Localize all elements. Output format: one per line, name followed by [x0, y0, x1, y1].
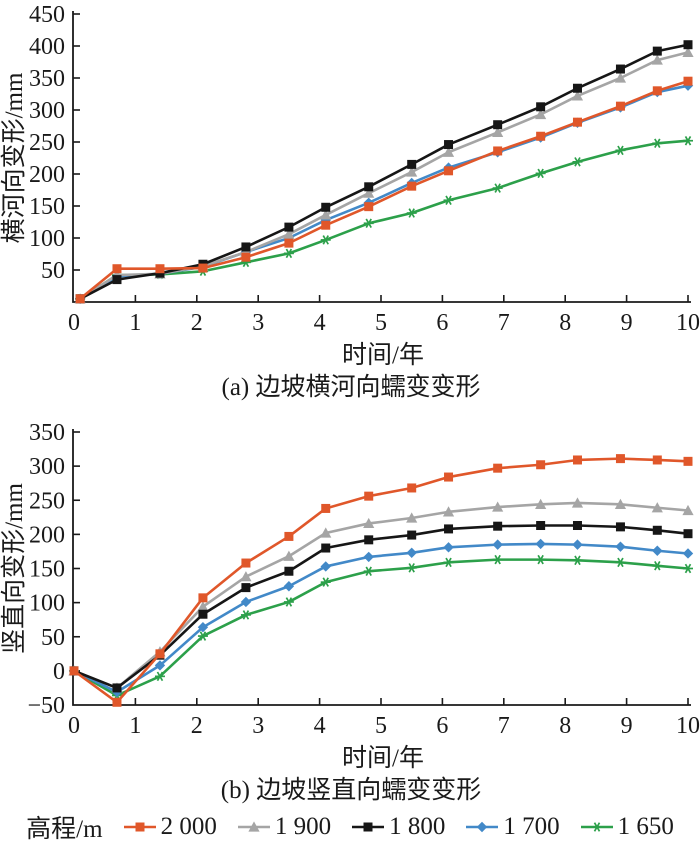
series-line	[73, 542, 689, 694]
legend-label: 1 700	[503, 813, 560, 840]
series-line	[73, 558, 689, 697]
y-tick-label: 250	[29, 130, 65, 156]
x-tick-label: 9	[621, 310, 633, 336]
x-tick-label: 3	[252, 713, 264, 739]
legend-item-1900: 1 900	[237, 813, 331, 841]
series-line	[79, 79, 689, 300]
chart-caption: (a) 边坡横河向蠕变变形	[222, 373, 481, 401]
x-tick-label: 9	[621, 713, 633, 739]
legend-label: 1 650	[617, 813, 674, 840]
series-1900	[68, 497, 694, 693]
series-line	[73, 457, 689, 704]
series-1650	[69, 554, 693, 701]
series-2000	[69, 454, 693, 707]
legend-marker-star-icon	[580, 822, 613, 832]
y-tick-label: 0	[53, 659, 65, 685]
legend-title: 高程/m	[26, 816, 103, 843]
y-tick-label: 150	[29, 194, 65, 220]
legend-label: 1 800	[389, 813, 446, 840]
y-tick-label: 100	[29, 591, 65, 617]
legend-marker-square-icon	[123, 822, 156, 832]
series-line	[73, 524, 689, 690]
y-axis-title: 竖直向变形/mm	[0, 483, 28, 654]
legend-marker-triangle-icon	[237, 821, 270, 832]
series-line	[79, 43, 689, 300]
x-tick-label: 6	[436, 310, 448, 336]
x-tick-label: 4	[314, 310, 326, 336]
y-tick-label: 450	[29, 2, 65, 28]
y-tick-label: 350	[29, 420, 65, 446]
legend-item-1700: 1 700	[465, 813, 560, 841]
y-tick-label: 200	[29, 162, 65, 188]
x-tick-label: 10	[676, 310, 700, 336]
legend-item-1650: 1 650	[580, 813, 674, 841]
x-tick-label: 10	[676, 713, 700, 739]
series-1800	[75, 40, 693, 304]
y-tick-label: 200	[29, 522, 65, 548]
y-tick-label: −50	[27, 693, 65, 719]
x-axis-title: 时间/年	[342, 341, 424, 369]
y-axis-title: 横河向变形/mm	[0, 72, 28, 243]
series-line	[79, 84, 689, 300]
x-tick-label: 4	[314, 713, 326, 739]
y-tick-label: 400	[29, 34, 65, 60]
series-line	[73, 501, 689, 690]
y-tick-label: 50	[41, 258, 65, 284]
x-tick-label: 3	[252, 310, 264, 336]
series-1900	[74, 46, 694, 304]
chart-a-transverse-creep: 50 100 150 200 250 300 350 400 450 0 1 2 3 4 5 6 7 8 9 10 横河…	[0, 2, 700, 401]
x-tick-label: 7	[498, 310, 510, 336]
x-axis-title: 时间/年	[342, 744, 424, 772]
y-tick-label: 300	[29, 454, 65, 480]
x-tick-label: 2	[191, 713, 203, 739]
x-tick-label: 6	[436, 713, 448, 739]
y-tick-label: 150	[29, 557, 65, 583]
x-tick-label: 7	[498, 713, 510, 739]
series-line	[79, 51, 689, 300]
x-tick-label: 1	[129, 713, 141, 739]
axes	[72, 429, 691, 706]
legend-label: 1 900	[274, 813, 332, 840]
legend-item-1800: 1 800	[351, 813, 445, 841]
y-tick-label: 300	[29, 98, 65, 124]
x-tick-label: 5	[375, 713, 387, 739]
chart-caption: (b) 边坡竖直向蠕变变形	[221, 776, 481, 804]
series-line	[79, 139, 689, 300]
legend-label: 2 000	[160, 813, 217, 840]
y-tick-label: 250	[29, 488, 65, 514]
y-tick-label: 350	[29, 66, 65, 92]
legend: 高程/m 2 000 1 900 1 800 1 700 1 650	[0, 806, 700, 848]
axes	[72, 11, 691, 303]
series-1650	[75, 135, 693, 304]
x-tick-label: 0	[68, 310, 80, 336]
legend-marker-square-icon	[352, 822, 385, 832]
x-tick-label: 8	[559, 310, 571, 336]
legend-item-2000: 2 000	[123, 813, 217, 841]
x-tick-label: 1	[129, 310, 141, 336]
x-tick-label: 0	[68, 713, 80, 739]
legend-marker-diamond-icon	[466, 821, 499, 833]
x-tick-label: 2	[191, 310, 203, 336]
y-tick-label: 50	[41, 625, 65, 651]
y-tick-label: 100	[29, 226, 65, 252]
x-tick-label: 5	[375, 310, 387, 336]
x-tick-label: 8	[559, 713, 571, 739]
series-2000	[75, 76, 693, 304]
